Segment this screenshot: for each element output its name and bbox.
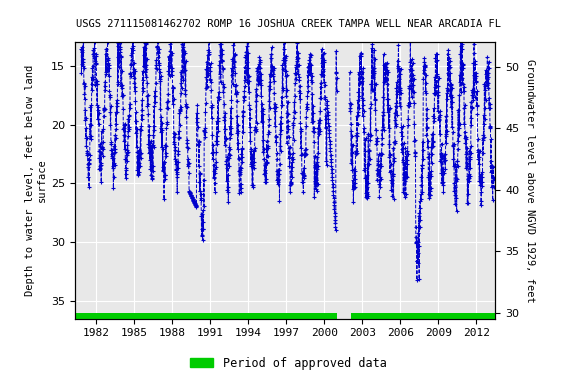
- Y-axis label: Depth to water level, feet below land
surface: Depth to water level, feet below land su…: [25, 65, 47, 296]
- Legend: Period of approved data: Period of approved data: [185, 352, 391, 374]
- Y-axis label: Groundwater level above NGVD 1929, feet: Groundwater level above NGVD 1929, feet: [525, 59, 535, 302]
- Text: USGS 271115081462702 ROMP 16 JOSHUA CREEK TAMPA WELL NEAR ARCADIA FL: USGS 271115081462702 ROMP 16 JOSHUA CREE…: [75, 19, 501, 29]
